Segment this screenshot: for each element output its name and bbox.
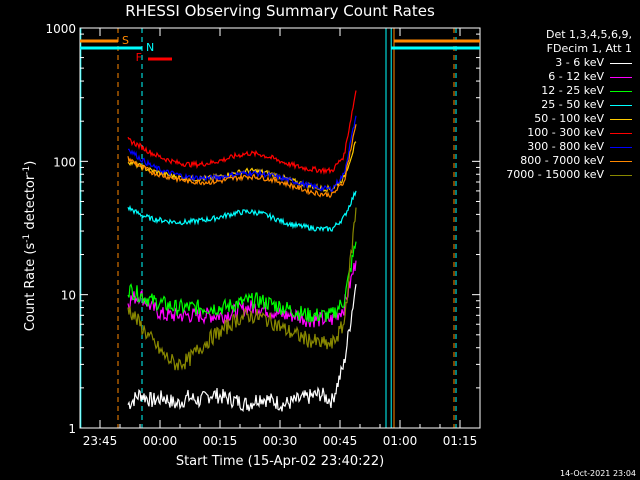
y-tick-label: 1000 bbox=[45, 22, 76, 36]
legend-header-line: Det 1,3,4,5,6,9, bbox=[545, 28, 632, 41]
legend-swatch bbox=[610, 118, 632, 120]
legend-header-line: FDecim 1, Att 1 bbox=[546, 42, 632, 55]
x-tick-label: 00:15 bbox=[203, 434, 238, 448]
x-tick-label: 23:45 bbox=[83, 434, 118, 448]
legend-label: 12 - 25 keV bbox=[541, 84, 604, 97]
x-tick-label: 01:15 bbox=[443, 434, 478, 448]
legend-item: 800 - 7000 keV bbox=[506, 154, 632, 168]
series-line bbox=[127, 141, 357, 192]
plot-frame bbox=[79, 27, 481, 429]
y-tick-label: 100 bbox=[53, 155, 76, 169]
series-line bbox=[127, 284, 357, 413]
legend-swatch bbox=[610, 146, 632, 148]
series-line bbox=[127, 190, 357, 233]
legend-item: 3 - 6 keV bbox=[506, 56, 632, 70]
footer-date: 14-Oct-2021 23:04 bbox=[560, 469, 636, 478]
legend-swatch bbox=[610, 160, 632, 162]
marker-lines bbox=[80, 28, 457, 428]
legend-label: 300 - 800 keV bbox=[527, 140, 604, 153]
state-marker-label: S bbox=[122, 34, 129, 47]
legend-label: 6 - 12 keV bbox=[548, 70, 604, 83]
legend-swatch bbox=[610, 76, 632, 78]
state-marker-label: F bbox=[136, 51, 142, 64]
series-line bbox=[128, 115, 357, 193]
legend-label: 800 - 7000 keV bbox=[520, 154, 604, 167]
legend-swatch bbox=[610, 90, 632, 92]
chart-title: RHESSI Observing Summary Count Rates bbox=[125, 2, 435, 20]
legend-swatch bbox=[610, 62, 632, 64]
legend-swatch bbox=[610, 104, 632, 106]
legend-item: 25 - 50 keV bbox=[506, 98, 632, 112]
y-tick-label: 10 bbox=[61, 289, 76, 303]
x-tick-label: 00:30 bbox=[263, 434, 298, 448]
legend-label: 50 - 100 keV bbox=[534, 112, 604, 125]
legend: Det 1,3,4,5,6,9, FDecim 1, Att 1 3 - 6 k… bbox=[506, 28, 632, 182]
x-tick-label: 00:00 bbox=[143, 434, 178, 448]
series-line bbox=[127, 241, 357, 323]
series-group bbox=[127, 90, 357, 413]
legend-label: 7000 - 15000 keV bbox=[506, 168, 604, 181]
x-tick-label: 01:00 bbox=[383, 434, 418, 448]
legend-item: 7000 - 15000 keV bbox=[506, 168, 632, 182]
legend-label: 3 - 6 keV bbox=[555, 56, 604, 69]
axis-ticks: 23:45 00:00 00:15 00:30 00:45 01:00 01:15 1 10 10… bbox=[45, 22, 481, 448]
legend-item: 300 - 800 keV bbox=[506, 140, 632, 154]
legend-swatch bbox=[610, 174, 632, 176]
legend-label: 25 - 50 keV bbox=[541, 98, 604, 111]
series-line bbox=[127, 207, 357, 371]
legend-item: 50 - 100 keV bbox=[506, 112, 632, 126]
series-line bbox=[127, 124, 357, 199]
legend-item: 12 - 25 keV bbox=[506, 84, 632, 98]
legend-swatch bbox=[610, 132, 632, 134]
y-axis-title: Count Rate (s-1 detector-1) bbox=[21, 160, 39, 332]
state-markers: S NF bbox=[80, 34, 480, 64]
x-axis-title: Start Time (15-Apr-02 23:40:22) bbox=[175, 454, 385, 469]
legend-item: 6 - 12 keV bbox=[506, 70, 632, 84]
state-marker-label: N bbox=[146, 41, 154, 54]
x-tick-label: 00:45 bbox=[323, 434, 358, 448]
legend-item: 100 - 300 keV bbox=[506, 126, 632, 140]
series-line bbox=[127, 90, 357, 176]
legend-label: 100 - 300 keV bbox=[527, 126, 604, 139]
y-tick-label: 1 bbox=[68, 422, 76, 436]
